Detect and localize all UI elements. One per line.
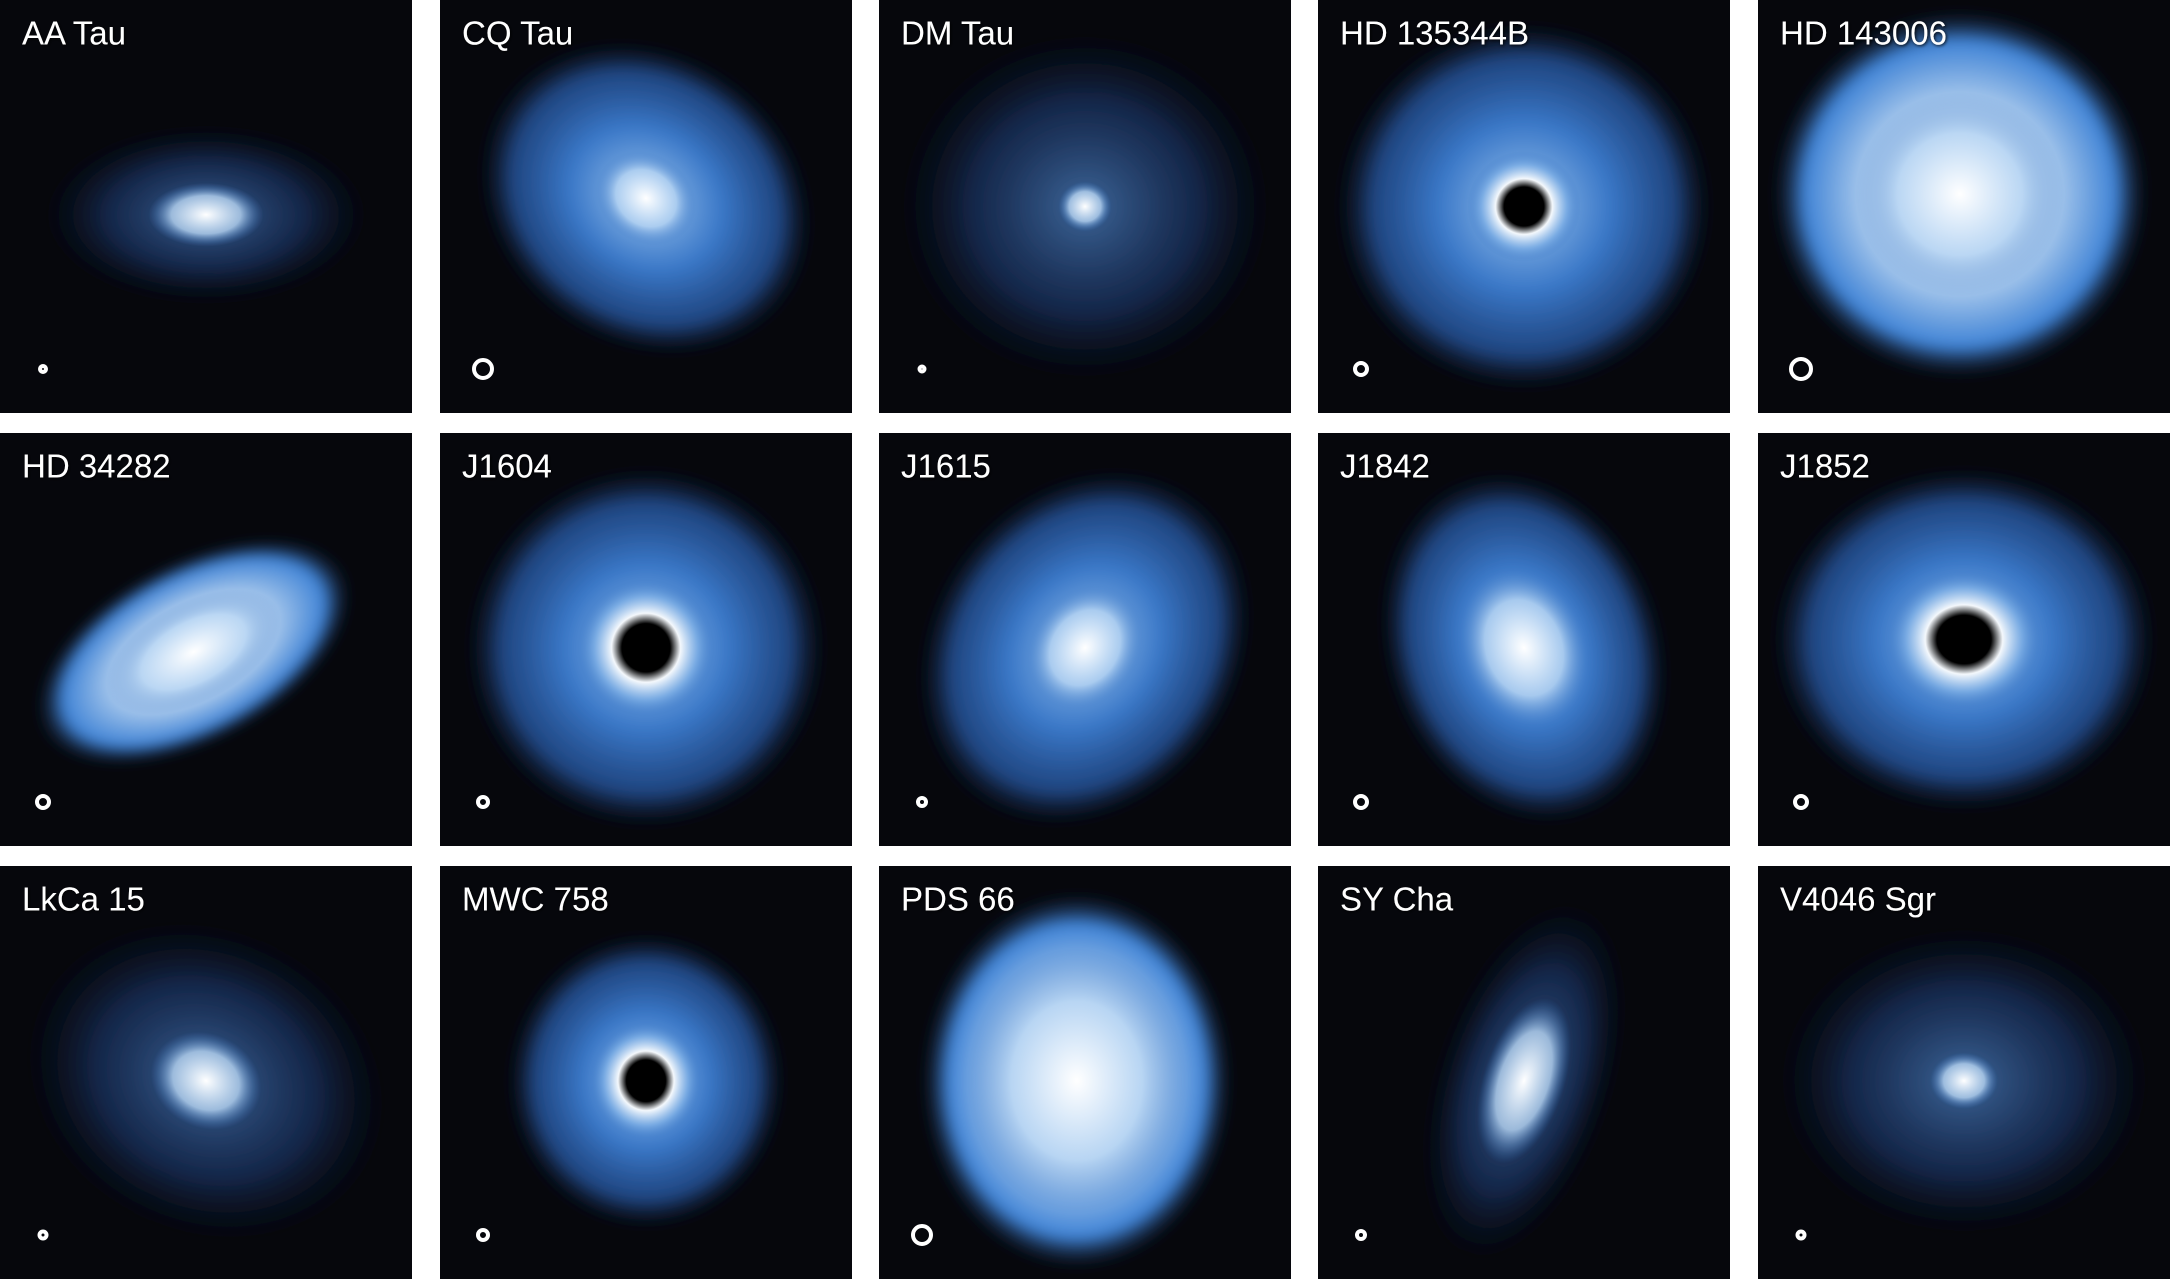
panel-label: V4046 Sgr <box>1780 881 1936 918</box>
panel: MWC 758 <box>440 866 852 1279</box>
disc-inner <box>1058 181 1112 232</box>
beam <box>911 1224 933 1246</box>
beam <box>1353 361 1369 377</box>
beam <box>472 358 494 380</box>
panel-label: J1604 <box>462 448 552 485</box>
beam <box>38 364 48 374</box>
beam <box>917 364 927 374</box>
disc-inner <box>1886 570 2042 709</box>
beam <box>1789 357 1813 381</box>
panel: PDS 66 <box>879 866 1291 1279</box>
panel: DM Tau <box>879 0 1291 413</box>
disc-inner <box>106 589 281 715</box>
panel-label: HD 34282 <box>22 448 171 485</box>
panel-label: MWC 758 <box>462 881 609 918</box>
panel-label: SY Cha <box>1340 881 1454 918</box>
disc <box>1419 897 1629 1264</box>
panel-label: J1842 <box>1340 448 1430 485</box>
disc <box>916 468 1254 828</box>
disc-inner <box>577 578 715 717</box>
disc-inner <box>150 1031 262 1130</box>
disc-inner <box>589 1021 703 1141</box>
panel: HD 135344B <box>1318 0 1730 413</box>
panel: J1842 <box>1318 433 1730 846</box>
panel-label: PDS 66 <box>901 881 1015 918</box>
panel: LkCa 15 <box>0 866 412 1279</box>
panel-label: HD 135344B <box>1340 15 1529 52</box>
panel-label: DM Tau <box>901 15 1014 52</box>
disc <box>464 466 828 830</box>
beam <box>1793 794 1809 810</box>
disc-inner <box>148 182 264 247</box>
disc-inner <box>1477 998 1571 1164</box>
panel: CQ Tau <box>440 0 852 413</box>
disc <box>41 123 371 306</box>
panel: AA Tau <box>0 0 412 413</box>
panel: SY Cha <box>1318 866 1730 1279</box>
beam <box>476 795 490 809</box>
panel: J1604 <box>440 433 852 846</box>
beam <box>916 796 928 808</box>
disc <box>505 932 787 1230</box>
disc <box>1770 8 2150 380</box>
disc-inner <box>1467 150 1581 263</box>
panel-label: J1852 <box>1780 448 1870 485</box>
beam <box>1355 1229 1367 1241</box>
panel-label: AA Tau <box>22 15 126 52</box>
panel: J1615 <box>879 433 1291 846</box>
beam <box>476 1228 490 1242</box>
disc <box>1770 466 2158 813</box>
panel: HD 34282 <box>0 433 412 846</box>
panel-label: CQ Tau <box>462 15 573 52</box>
disc <box>477 39 815 357</box>
disc-inner <box>1458 567 1590 728</box>
beam <box>1795 1229 1807 1241</box>
disc <box>1378 470 1670 826</box>
panel: HD 143006 <box>1758 0 2170 413</box>
disc <box>1774 923 2154 1238</box>
panel-label: HD 143006 <box>1780 15 1947 52</box>
beam <box>35 794 51 810</box>
panel: V4046 Sgr <box>1758 866 2170 1279</box>
disc-inner <box>967 947 1187 1214</box>
disc <box>920 890 1234 1271</box>
disc-inner <box>1929 1052 1999 1110</box>
panel-label: J1615 <box>901 448 991 485</box>
disc <box>35 537 353 767</box>
disc-inner <box>595 150 697 246</box>
beam <box>37 1229 49 1241</box>
panel-label: LkCa 15 <box>22 881 145 918</box>
disc <box>21 917 391 1244</box>
panel: J1852 <box>1758 433 2170 846</box>
disc-inner <box>1855 91 2065 297</box>
disc <box>1334 20 1714 393</box>
beam <box>1353 794 1369 810</box>
disc-inner <box>1026 584 1144 711</box>
disc <box>895 28 1275 385</box>
